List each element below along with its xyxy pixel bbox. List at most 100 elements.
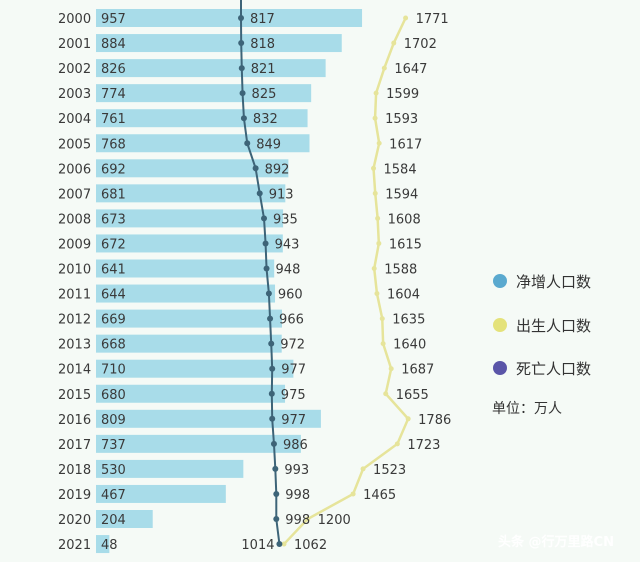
birth-value-2016: 1786	[418, 413, 451, 428]
birth-value-2021: 1062	[294, 538, 327, 553]
death-point-2011	[265, 290, 272, 297]
birth-point-2008	[375, 215, 381, 221]
year-label-2019: 2019	[58, 488, 91, 503]
death-value-2004: 832	[253, 112, 278, 127]
death-point-2018	[272, 465, 279, 472]
net-value-2015: 680	[101, 388, 126, 403]
birth-point-2020	[305, 516, 311, 522]
death-point-2006	[252, 165, 259, 172]
birth-value-2000: 1771	[416, 12, 449, 27]
net-value-2019: 467	[101, 488, 126, 503]
watermark-text: 头条 @行万里路CN	[498, 534, 614, 550]
net-bar-2004	[96, 109, 308, 128]
watermark: 头条 @行万里路CN	[498, 534, 614, 550]
net-value-2021: 48	[101, 538, 118, 553]
net-value-2014: 710	[101, 363, 126, 378]
year-label-2010: 2010	[58, 263, 91, 278]
year-label-2002: 2002	[58, 62, 91, 77]
birth-point-2001	[391, 40, 397, 46]
death-value-2000: 817	[250, 12, 275, 27]
net-bar-2013	[96, 334, 282, 353]
year-label-2009: 2009	[58, 237, 91, 252]
net-bar-2006	[96, 159, 289, 178]
death-point-2017	[270, 440, 277, 447]
death-value-2021: 1014	[241, 538, 274, 553]
net-value-2017: 737	[101, 438, 126, 453]
death-value-2012: 966	[279, 313, 304, 328]
net-bar-2014	[96, 359, 294, 378]
birth-point-2019	[350, 491, 356, 497]
unit-label: 单位：万人	[492, 401, 562, 417]
birth-point-2002	[381, 65, 387, 71]
death-point-2013	[268, 340, 275, 347]
net-bar-2016	[96, 409, 321, 428]
year-label-2013: 2013	[58, 338, 91, 353]
legend-swatch-birth	[493, 318, 507, 332]
year-label-2008: 2008	[58, 212, 91, 227]
birth-value-2017: 1723	[407, 438, 440, 453]
death-value-2011: 960	[278, 288, 303, 303]
birth-point-2017	[394, 441, 400, 447]
net-bar-2002	[96, 59, 326, 78]
year-label-2014: 2014	[58, 363, 91, 378]
birth-value-2013: 1640	[393, 338, 426, 353]
legend-swatch-death	[493, 361, 507, 375]
birth-value-2002: 1647	[394, 62, 427, 77]
net-value-2001: 884	[101, 37, 126, 52]
death-value-2017: 986	[283, 438, 308, 453]
net-bar-2018	[96, 459, 244, 478]
year-label-2018: 2018	[58, 463, 91, 478]
birth-value-2008: 1608	[388, 212, 421, 227]
birth-point-2014	[388, 366, 394, 372]
year-label-2011: 2011	[58, 288, 91, 303]
net-bar-2007	[96, 184, 286, 203]
birth-point-2013	[380, 341, 386, 347]
net-bar-2021	[96, 535, 110, 554]
birth-point-2015	[383, 391, 389, 397]
net-value-2016: 809	[101, 413, 126, 428]
death-value-2019: 998	[285, 488, 310, 503]
death-value-2005: 849	[256, 137, 281, 152]
legend-label-death: 死亡人口数	[516, 360, 591, 378]
net-value-2020: 204	[101, 513, 126, 528]
birth-point-2016	[405, 416, 411, 422]
death-value-2018: 993	[284, 463, 309, 478]
birth-value-2015: 1655	[396, 388, 429, 403]
birth-value-2005: 1617	[389, 137, 422, 152]
net-value-2002: 826	[101, 62, 126, 77]
birth-point-2000	[403, 15, 409, 21]
death-point-2016	[269, 415, 276, 422]
birth-value-2010: 1588	[384, 263, 417, 278]
death-point-2010	[263, 265, 270, 272]
net-value-2009: 672	[101, 237, 126, 252]
net-value-2013: 668	[101, 338, 126, 353]
death-point-2015	[268, 390, 275, 397]
net-value-2010: 641	[101, 263, 126, 278]
year-label-2015: 2015	[58, 388, 91, 403]
net-value-2008: 673	[101, 212, 126, 227]
death-point-2002	[238, 65, 245, 72]
death-point-2014	[269, 365, 276, 372]
year-label-2007: 2007	[58, 187, 91, 202]
death-value-2009: 943	[275, 237, 300, 252]
death-value-2015: 975	[281, 388, 306, 403]
death-point-2009	[262, 240, 269, 247]
birth-value-2007: 1594	[385, 187, 418, 202]
birth-value-2004: 1593	[385, 112, 418, 127]
legend: 净增人口数 出生人口数 死亡人口数 单位：万人	[492, 273, 591, 417]
death-point-2007	[256, 190, 263, 197]
death-value-2014: 977	[281, 363, 306, 378]
year-label-2003: 2003	[58, 87, 91, 102]
net-value-2007: 681	[101, 187, 126, 202]
death-value-2013: 972	[280, 338, 305, 353]
death-value-2006: 892	[265, 162, 290, 177]
death-value-2001: 818	[250, 37, 275, 52]
net-value-2000: 957	[101, 12, 126, 27]
birth-point-2021	[281, 541, 287, 547]
year-label-2006: 2006	[58, 162, 91, 177]
legend-label-net: 净增人口数	[516, 273, 591, 291]
birth-value-2019: 1465	[363, 488, 396, 503]
death-value-2008: 935	[273, 212, 298, 227]
death-point-2004	[240, 115, 247, 122]
